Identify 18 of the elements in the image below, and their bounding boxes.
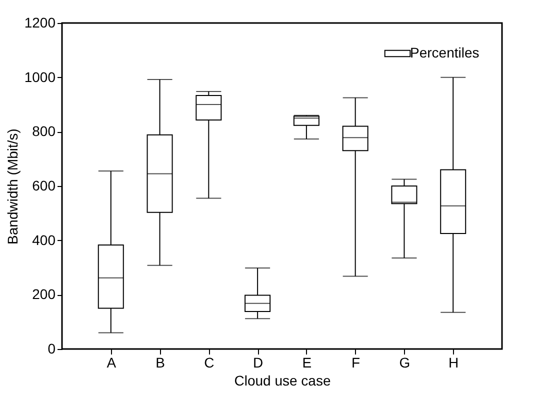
y-axis-title: Bandwidth (Mbit/s) xyxy=(4,128,20,244)
y-tick-label: 400 xyxy=(32,232,56,248)
y-tick-label: 1200 xyxy=(24,14,56,30)
x-tick-label: G xyxy=(399,354,410,370)
x-axis-title: Cloud use case xyxy=(234,372,331,388)
x-tick-label: E xyxy=(302,354,312,370)
y-tick-label: 800 xyxy=(32,123,56,140)
x-tick-label: D xyxy=(252,354,264,370)
x-tick-label: C xyxy=(204,354,214,370)
x-tick-label: A xyxy=(106,354,117,370)
x-tick-label: B xyxy=(156,354,165,370)
y-tick-label: 600 xyxy=(32,178,56,194)
legend-label: Percentiles xyxy=(410,44,480,60)
y-tick-label: 200 xyxy=(32,286,56,302)
y-tick-label: 0 xyxy=(48,340,56,356)
x-tick-label: H xyxy=(448,354,459,370)
y-tick-label: 1000 xyxy=(24,68,56,85)
x-tick-label: F xyxy=(352,354,360,370)
